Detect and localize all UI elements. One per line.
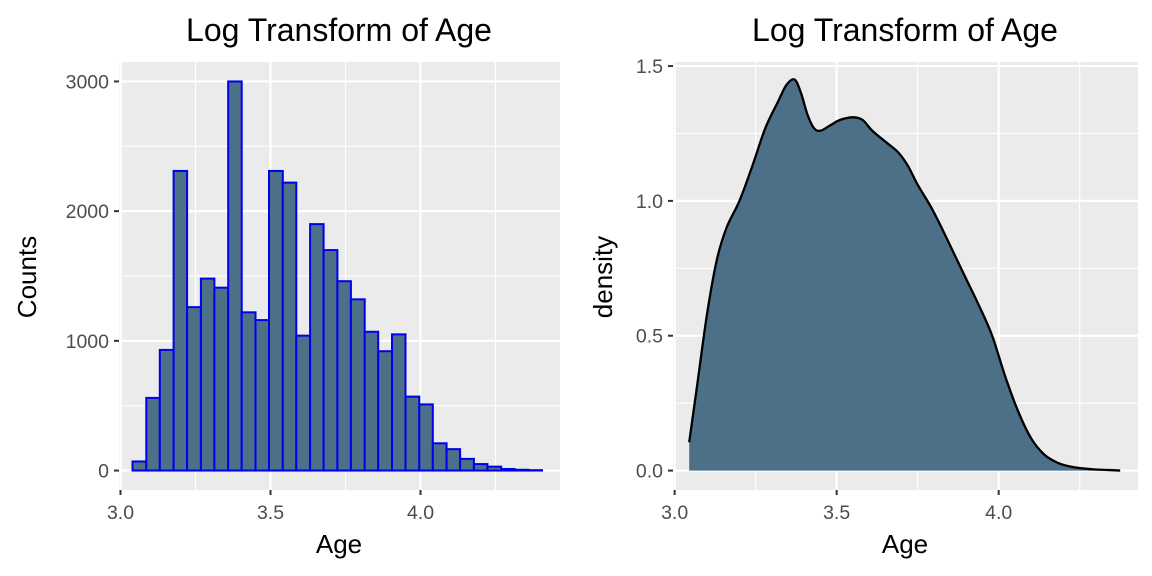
histogram-x-tick-label: 4.0 [407,502,434,524]
histogram-bar [336,280,352,472]
histogram-bar [404,395,421,472]
histogram-y-tick-label: 2000 [66,201,110,223]
histogram-bar [186,306,202,472]
density-y-tick-label: 1.5 [636,56,663,78]
density-area [688,78,1121,472]
density-x-axis-title: Age [882,529,928,559]
histogram-bar [268,169,284,472]
histogram-y-axis-title: Counts [12,236,42,318]
histogram-bar [145,396,161,472]
histogram-bar [500,467,516,472]
histogram-panel: Log Transform of Age 3.0 3.5 4.0 0 1000 2000… [12,12,560,559]
density-curve-line [688,78,1121,472]
histogram-x-tick-label: 3.0 [107,502,134,524]
histogram-bar [472,463,489,472]
histogram-y-axis: 0 1000 2000 3000 [66,71,119,483]
histogram-bar [459,457,475,472]
density-x-tick-label: 3.0 [661,502,688,524]
density-x-tick-label: 3.5 [823,502,850,524]
histogram-bar [431,442,448,472]
density-x-axis: 3.0 3.5 4.0 [661,490,1012,524]
histogram-bar [349,298,366,472]
histogram-bar [172,169,189,472]
histogram-bar [213,286,230,472]
histogram-y-tick-label: 0 [98,461,109,483]
density-panel: Log Transform of Age 3.0 3.5 4.0 0.0 0.5 1.0… [588,12,1138,559]
histogram-y-tick-label: 1000 [66,331,110,353]
density-y-tick-label: 1.0 [636,191,663,213]
histogram-bar [513,468,530,472]
histogram-x-tick-label: 3.5 [257,502,284,524]
histogram-title: Log Transform of Age [186,12,492,48]
histogram-bar [295,334,312,472]
histogram-bar [227,80,243,472]
histogram-bar [199,277,216,472]
histogram-bars [131,80,543,472]
histogram-x-axis: 3.0 3.5 4.0 [107,490,434,524]
histogram-bar [418,403,434,472]
histogram-x-axis-title: Age [316,529,362,559]
histogram-bar [391,333,407,472]
histogram-bar [377,350,394,472]
histogram-bar [322,249,339,472]
histogram-bar [158,348,175,472]
histogram-bar [309,223,325,472]
histogram-bar [363,330,380,472]
histogram-bar [254,319,270,472]
density-y-axis-title: density [588,236,618,318]
histogram-bar [486,465,503,472]
density-x-tick-label: 4.0 [985,502,1012,524]
histogram-bar [281,181,298,472]
density-y-axis: 0.0 0.5 1.0 1.5 [636,56,673,483]
histogram-bar [240,311,257,472]
density-area-fill [689,79,1121,471]
histogram-bar [445,448,462,472]
density-y-tick-label: 0.5 [636,326,663,348]
density-title: Log Transform of Age [752,12,1058,48]
histogram-bar [131,460,148,472]
histogram-y-tick-label: 3000 [66,71,110,93]
density-y-tick-label: 0.0 [636,461,663,483]
